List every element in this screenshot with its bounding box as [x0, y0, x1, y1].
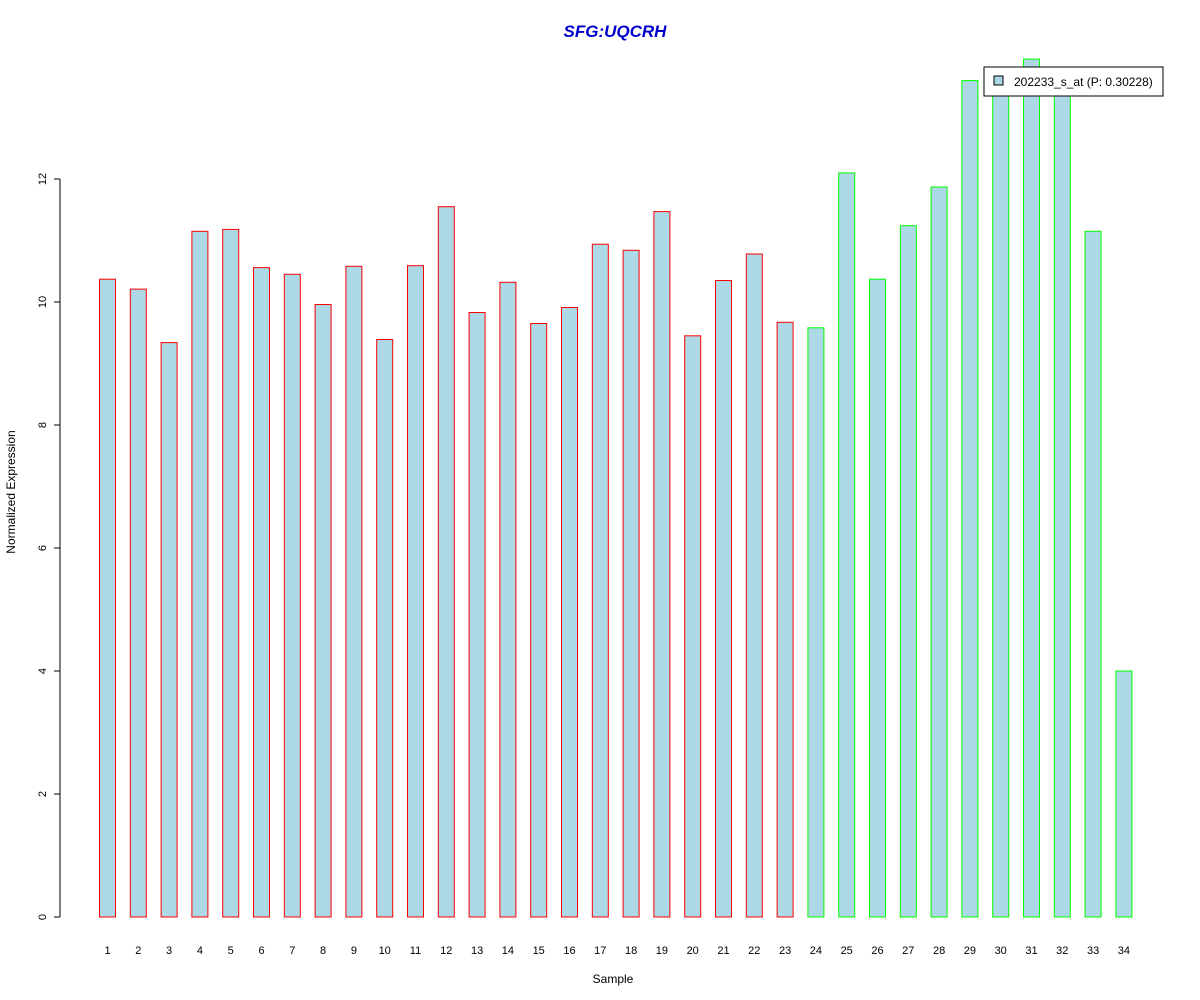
- x-tick-label: 27: [902, 945, 914, 957]
- bar-sample-24: [807, 327, 825, 918]
- bar-sample-2: [129, 288, 147, 918]
- bar-sample-25: [838, 172, 856, 918]
- x-tick-label: 4: [197, 945, 203, 957]
- x-tick-label: 10: [379, 945, 391, 957]
- bar-sample-26: [869, 278, 886, 918]
- x-tick-label: 25: [841, 945, 853, 957]
- bar-sample-10: [376, 339, 394, 918]
- x-tick-label: 29: [964, 945, 976, 957]
- x-tick-label: 3: [166, 945, 172, 957]
- x-tick-label: 30: [995, 945, 1007, 957]
- bar-sample-9: [345, 265, 363, 918]
- x-tick-label: 24: [810, 945, 822, 957]
- x-tick-label: 22: [748, 945, 760, 957]
- y-tick-label: 6: [37, 545, 49, 551]
- legend-swatch: [993, 75, 1004, 86]
- bar-sample-14: [499, 281, 517, 918]
- bar-sample-28: [930, 186, 948, 918]
- x-tick-label: 9: [351, 945, 357, 957]
- bar-sample-27: [899, 225, 917, 918]
- bar-sample-33: [1084, 230, 1102, 918]
- x-tick-label: 23: [779, 945, 791, 957]
- x-tick-labels: 1 2 3 4 5 6 7 8 9 10 11 12 13 14 15 16 17 18 19 20 21 22 23 24 2…: [104, 945, 1130, 957]
- y-axis: 0 2 4 6 8 10 12: [37, 173, 61, 920]
- bar-sample-12: [437, 206, 455, 918]
- bar-sample-19: [653, 211, 671, 918]
- bar-sample-32: [1053, 92, 1071, 918]
- legend: 202233_s_at (P: 0.30228): [983, 66, 1164, 97]
- bar-sample-18: [622, 249, 640, 918]
- x-tick-label: 26: [871, 945, 883, 957]
- legend-label: 202233_s_at (P: 0.30228): [1014, 75, 1153, 89]
- bar-sample-4: [191, 230, 209, 918]
- x-tick-label: 7: [289, 945, 295, 957]
- x-tick-label: 21: [717, 945, 729, 957]
- y-tick-label: 8: [37, 422, 49, 428]
- bar-sample-30: [992, 92, 1010, 918]
- x-tick-label: 12: [440, 945, 452, 957]
- x-tick-label: 20: [687, 945, 699, 957]
- y-tick-label: 4: [37, 668, 49, 674]
- y-tick-label: 12: [37, 173, 49, 185]
- y-axis-label: Normalized Expression: [4, 430, 18, 553]
- x-tick-label: 6: [258, 945, 264, 957]
- bar-sample-13: [468, 312, 486, 918]
- x-tick-label: 32: [1056, 945, 1068, 957]
- bar-sample-23: [776, 321, 794, 918]
- x-tick-label: 31: [1025, 945, 1037, 957]
- x-axis-label: Sample: [593, 972, 634, 986]
- bar-sample-34: [1115, 670, 1133, 918]
- bar-sample-7: [283, 273, 301, 918]
- bar-sample-3: [160, 342, 178, 918]
- x-tick-label: 8: [320, 945, 326, 957]
- bar-sample-8: [314, 304, 332, 918]
- x-tick-label: 5: [228, 945, 234, 957]
- legend-box: [983, 66, 1164, 97]
- x-tick-label: 14: [502, 945, 514, 957]
- y-tick-label: 0: [37, 914, 49, 920]
- x-tick-label: 18: [625, 945, 637, 957]
- bar-sample-5: [222, 228, 240, 918]
- y-tick-label: 2: [37, 791, 49, 797]
- bar-sample-6: [253, 267, 270, 918]
- x-tick-label: 11: [410, 945, 421, 957]
- x-tick-label: 19: [656, 945, 668, 957]
- x-tick-label: 28: [933, 945, 945, 957]
- x-tick-label: 34: [1118, 945, 1130, 957]
- x-tick-label: 16: [563, 945, 575, 957]
- bars-group: [99, 58, 1133, 918]
- bar-sample-20: [684, 335, 702, 918]
- bar-sample-16: [561, 307, 578, 918]
- x-tick-label: 33: [1087, 945, 1099, 957]
- bar-sample-29: [961, 80, 979, 918]
- x-tick-label: 1: [104, 945, 110, 957]
- bar-sample-1: [99, 278, 116, 918]
- x-tick-label: 2: [135, 945, 141, 957]
- bar-sample-31: [1023, 58, 1040, 918]
- bar-sample-22: [745, 253, 763, 918]
- x-tick-label: 13: [471, 945, 483, 957]
- chart-title: SFG:UQCRH: [564, 22, 668, 41]
- x-tick-label: 17: [594, 945, 606, 957]
- bar-sample-17: [591, 243, 609, 918]
- bar-sample-15: [530, 323, 548, 918]
- y-tick-label: 10: [37, 296, 49, 308]
- x-tick-label: 15: [533, 945, 545, 957]
- bar-sample-11: [407, 265, 424, 918]
- bar-sample-21: [715, 280, 732, 918]
